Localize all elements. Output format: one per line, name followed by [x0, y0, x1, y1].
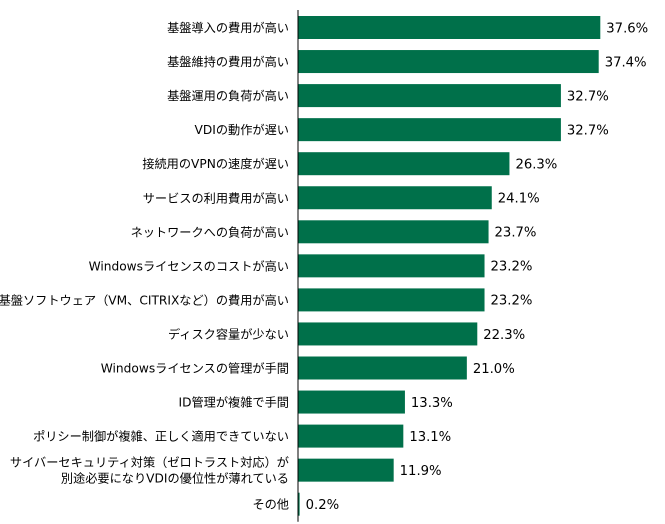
category-label-10: ディスク容量が少ない — [168, 326, 289, 341]
data-label-7: 23.7% — [495, 226, 537, 241]
data-label-4: 32.7% — [567, 123, 609, 138]
category-label-1: 基盤導入の費用が高い — [167, 20, 289, 35]
bar-2 — [298, 50, 599, 74]
data-label-8: 23.2% — [491, 260, 533, 275]
category-label-3: 基盤運用の負荷が高い — [167, 88, 289, 103]
category-label-11: Windowsライセンスの管理が手間 — [101, 361, 289, 376]
data-label-14: 11.9% — [400, 464, 442, 479]
category-label-9: 基盤ソフトウェア（VM、CITRIXなど）の費用が高い — [0, 292, 289, 307]
data-label-5: 26.3% — [515, 158, 557, 173]
bar-8 — [298, 254, 485, 278]
category-label-15: その他 — [252, 498, 289, 512]
bar-14 — [298, 458, 394, 482]
data-label-9: 23.2% — [491, 294, 533, 309]
bar-1 — [298, 16, 601, 39]
data-label-2: 37.4% — [605, 55, 647, 70]
bar-11 — [298, 356, 467, 380]
data-label-12: 13.3% — [411, 396, 453, 411]
bar-12 — [298, 390, 405, 414]
category-label-6: サービスの利用費用が高い — [143, 190, 289, 205]
category-label-12: ID管理が複雑で手間 — [179, 395, 289, 410]
category-label-5: 接続用のVPNの速度が遅い — [142, 156, 289, 171]
category-label-8: Windowsライセンスのコストが高い — [89, 258, 289, 273]
bar-3 — [298, 84, 561, 108]
category-label-4: VDIの動作が遅い — [195, 122, 289, 137]
bar-13 — [298, 424, 404, 448]
data-label-11: 21.0% — [473, 362, 515, 377]
bar-9 — [298, 288, 485, 312]
bar-15 — [298, 492, 300, 516]
bar-5 — [298, 152, 510, 176]
category-label-13: ポリシー制御が複雑、正しく適用できていない — [33, 429, 289, 444]
bar-4 — [298, 118, 561, 142]
data-label-10: 22.3% — [483, 328, 525, 343]
data-label-13: 13.1% — [409, 430, 451, 445]
bar-7 — [298, 220, 489, 244]
data-label-3: 32.7% — [567, 89, 609, 104]
data-label-6: 24.1% — [498, 192, 540, 207]
bar-6 — [298, 186, 492, 210]
data-label-15: 0.2% — [306, 498, 340, 513]
category-label-2: 基盤維持の費用が高い — [167, 54, 289, 69]
category-label-7: ネットワークへの負荷が高い — [131, 224, 289, 239]
data-label-1: 37.6% — [606, 21, 648, 36]
bar-10 — [298, 322, 478, 346]
category-label-14: サイバーセキュリティ対策（ゼロトラスト対応）が別途必要になりVDIの優位性が薄れ… — [10, 455, 289, 486]
